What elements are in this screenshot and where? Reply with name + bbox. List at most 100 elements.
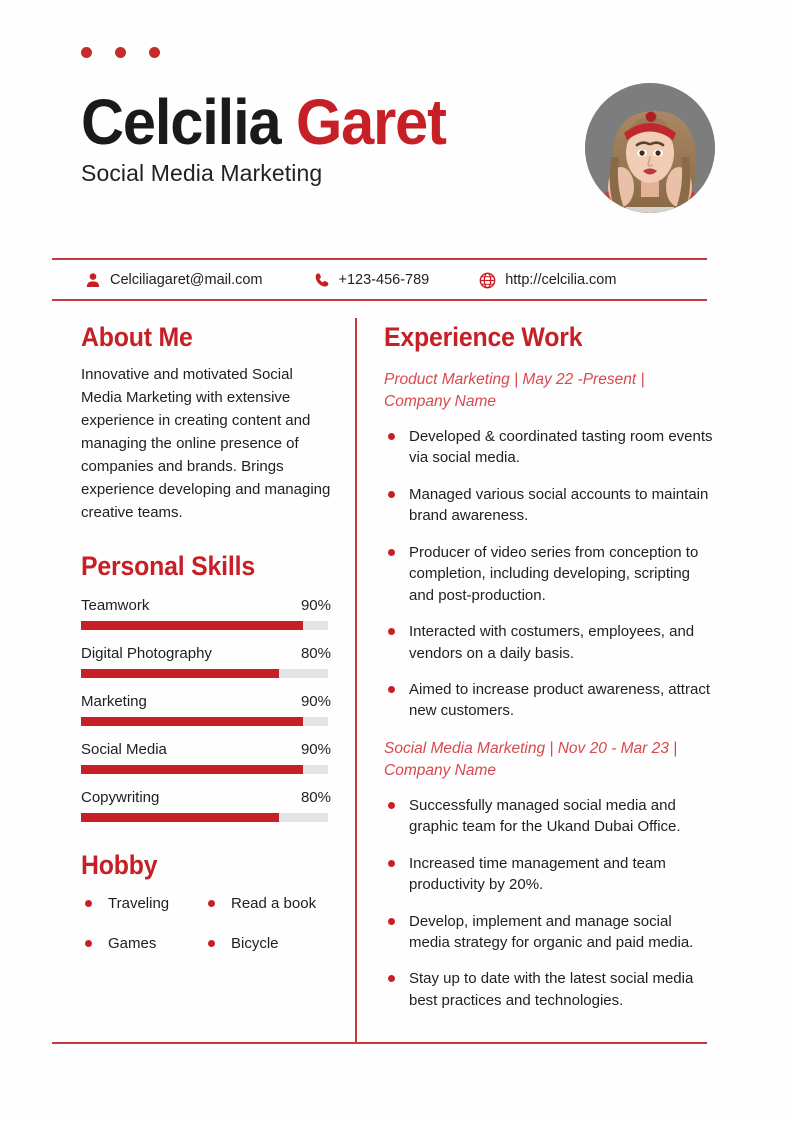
list-item: Bicycle (204, 935, 327, 952)
skill-item: Copywriting 80% (81, 789, 331, 822)
experience-title: Experience Work (384, 322, 583, 352)
job-bullet-list: Successfully managed social media and gr… (384, 795, 714, 1012)
skill-percent: 90% (300, 692, 331, 710)
list-item: Traveling (81, 895, 204, 912)
bullet-text: Aimed to increase product awareness, att… (409, 680, 710, 720)
bullet-icon (85, 939, 92, 947)
dot-icon (115, 47, 126, 58)
skill-item: Marketing 90% (81, 693, 331, 726)
hobby-section: Hobby Traveling Read a book Games Bicycl… (81, 850, 331, 952)
bullet-text: Increased time management and team produ… (409, 854, 666, 894)
hobby-label: Read a book (231, 894, 317, 912)
contact-email[interactable]: Celciliagaret@mail.com (85, 272, 263, 288)
bullet-icon (388, 801, 395, 809)
skill-track (81, 812, 328, 822)
job-subtitle: Social Media Marketing (81, 160, 323, 186)
bullet-text: Developed & coordinated tasting room eve… (409, 428, 713, 467)
bullet-text: Successfully managed social media and gr… (409, 796, 681, 836)
job-bullet-list: Developed & coordinated tasting room eve… (384, 426, 714, 722)
skill-percent: 80% (300, 644, 331, 662)
list-item: Read a book (204, 895, 327, 912)
skills-title: Personal Skills (81, 550, 255, 581)
skill-item: Teamwork 90% (81, 597, 331, 630)
skill-fill (81, 716, 304, 726)
skill-percent: 80% (300, 788, 331, 806)
contact-phone[interactable]: +123-456-789 (314, 272, 430, 288)
hobby-list: Traveling Read a book Games Bicycle (81, 895, 331, 952)
skill-fill (81, 812, 279, 822)
last-name: Garet (295, 86, 447, 158)
profile-photo-icon (585, 83, 715, 213)
bullet-text: Managed various social accounts to maint… (409, 485, 709, 525)
bullet-icon (388, 548, 395, 556)
bullet-text: Interacted with costumers, employees, an… (409, 623, 695, 662)
bullet-icon (388, 490, 395, 498)
list-item: Aimed to increase product awareness, att… (384, 679, 714, 722)
phone-icon (314, 272, 330, 288)
list-item: Games (81, 935, 204, 952)
list-item: Developed & coordinated tasting room eve… (384, 426, 714, 469)
job-heading: Product Marketing | May 22 -Present | Co… (384, 371, 645, 410)
bullet-icon (85, 899, 92, 907)
bullet-text: Producer of video series from conception… (409, 543, 699, 604)
bullet-icon (208, 899, 215, 907)
skill-fill (81, 764, 304, 774)
dot-icon (149, 47, 160, 58)
skill-track (81, 668, 328, 678)
bullet-icon (388, 685, 395, 693)
bullet-icon (388, 628, 395, 636)
list-item: Successfully managed social media and gr… (384, 795, 714, 838)
bullet-text: Develop, implement and manage social med… (409, 912, 694, 951)
contact-bar: Celciliagaret@mail.com +123-456-789 http… (52, 262, 707, 298)
bullet-icon (388, 433, 395, 440)
globe-icon (479, 272, 496, 289)
skill-fill (81, 620, 304, 630)
skill-label: Teamwork (81, 596, 150, 614)
skill-label: Marketing (81, 692, 147, 710)
experience-job: Social Media Marketing | Nov 20 - Mar 23… (384, 738, 714, 1012)
about-title: About Me (81, 322, 193, 352)
contact-phone-text: +123-456-789 (338, 272, 430, 288)
contact-website-text: http://celcilia.com (505, 272, 617, 288)
header-block: Celcilia Garet Social Media Marketing (81, 90, 561, 187)
bullet-icon (208, 939, 215, 947)
bottom-rule (52, 1042, 707, 1044)
list-item: Increased time management and team produ… (384, 853, 714, 896)
list-item: Managed various social accounts to maint… (384, 484, 714, 527)
list-item: Stay up to date with the latest social m… (384, 968, 714, 1011)
dot-icon (81, 47, 92, 58)
bullet-icon (388, 975, 395, 983)
skill-label: Copywriting (81, 788, 160, 806)
bullet-icon (388, 859, 395, 867)
skill-percent: 90% (300, 740, 331, 758)
hobby-label: Traveling (108, 894, 170, 912)
skill-label: Digital Photography (81, 644, 212, 662)
skill-percent: 90% (300, 596, 331, 614)
right-column: Experience Work Product Marketing | May … (384, 322, 714, 1026)
hobby-title: Hobby (81, 849, 158, 880)
about-text: Innovative and motivated Social Media Ma… (81, 366, 331, 521)
skill-label: Social Media (81, 740, 167, 758)
skill-track (81, 764, 328, 774)
skill-fill (81, 668, 279, 678)
first-name: Celcilia (81, 86, 282, 158)
bullet-text: Stay up to date with the latest social m… (409, 970, 694, 1009)
column-divider (355, 318, 357, 1044)
left-column: About Me Innovative and motivated Social… (81, 322, 331, 952)
experience-job: Product Marketing | May 22 -Present | Co… (384, 369, 714, 722)
person-icon (85, 272, 101, 288)
page-title: Celcilia Garet (81, 90, 527, 154)
hobby-label: Games (108, 934, 157, 952)
contact-website[interactable]: http://celcilia.com (479, 272, 616, 289)
contact-email-text: Celciliagaret@mail.com (110, 272, 263, 288)
contact-rule-bottom (52, 299, 707, 301)
hobby-label: Bicycle (231, 934, 279, 952)
contact-rule-top (52, 258, 707, 260)
decorative-dots (81, 47, 160, 58)
skill-item: Digital Photography 80% (81, 645, 331, 678)
list-item: Develop, implement and manage social med… (384, 911, 714, 954)
skill-item: Social Media 90% (81, 741, 331, 774)
job-heading: Social Media Marketing | Nov 20 - Mar 23… (384, 739, 678, 779)
bullet-icon (388, 917, 395, 925)
